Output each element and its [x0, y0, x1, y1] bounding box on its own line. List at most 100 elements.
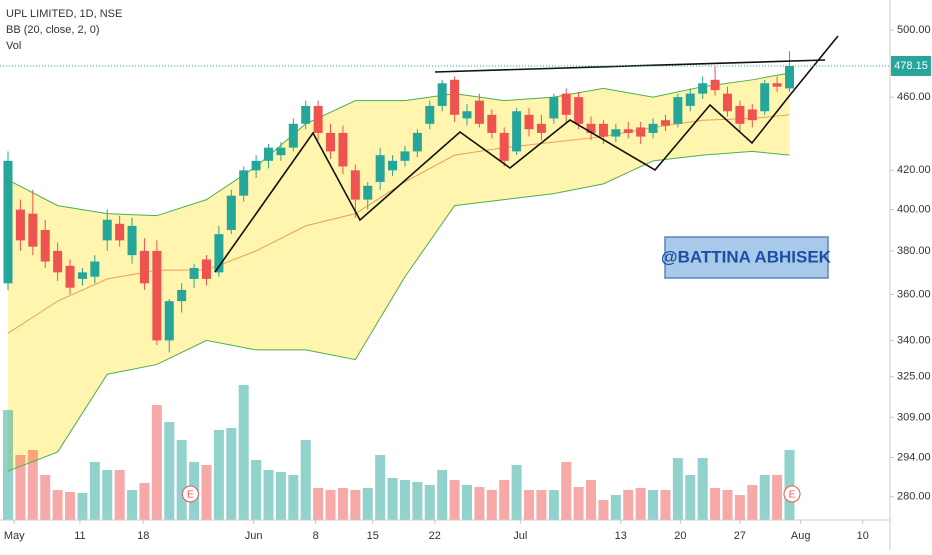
volume-bar: [437, 470, 448, 520]
candle-body: [388, 160, 398, 171]
candle-body: [425, 105, 435, 124]
candle-body: [586, 123, 596, 133]
y-tick-label: 380.00: [897, 245, 931, 257]
volume-label: Vol: [6, 40, 21, 52]
volume-bar: [784, 450, 795, 520]
volume-bar: [648, 490, 659, 520]
candle-body: [214, 234, 224, 273]
x-tick-label: Aug: [791, 530, 811, 542]
volume-bar: [399, 480, 410, 520]
candle-body: [561, 93, 571, 115]
candle-body: [90, 261, 100, 277]
y-tick-label: 325.00: [897, 371, 931, 383]
indicator-label: BB (20, close, 2, 0): [6, 24, 100, 36]
volume-bar: [40, 475, 51, 520]
candle-body: [512, 111, 522, 152]
candle-body: [462, 111, 472, 119]
x-tick-label: 11: [74, 530, 85, 542]
candle-body: [785, 65, 795, 89]
volume-bar: [573, 487, 584, 520]
y-tick-label: 294.00: [897, 451, 931, 463]
volume-bar: [251, 460, 262, 520]
candle-body: [3, 160, 13, 284]
chart-title: UPL LIMITED, 1D, NSE: [6, 8, 122, 20]
volume-bar: [362, 488, 373, 520]
candle-body: [747, 109, 757, 121]
volume-bar: [300, 440, 311, 520]
axis-layer: 478.15 500.00 460.00 420.00 400.00 380.00 360.…: [0, 24, 931, 542]
volume-bar: [635, 488, 646, 520]
volume-bar: [164, 422, 175, 520]
y-tick-label: 460.00: [897, 91, 931, 103]
volume-bar: [486, 490, 497, 520]
volume-bar: [114, 470, 125, 520]
candle-body: [574, 97, 584, 124]
candle-body: [152, 250, 162, 341]
candle-body: [412, 132, 422, 152]
volume-bar: [275, 472, 286, 520]
volume-bar: [697, 458, 708, 520]
volume-bar: [499, 480, 510, 520]
volume-bar: [536, 490, 547, 520]
volume-bar: [424, 485, 435, 520]
candle-body: [301, 105, 311, 124]
volume-bar: [176, 440, 187, 520]
candle-body: [400, 151, 410, 161]
volume-bar: [449, 480, 460, 520]
volume-bar: [151, 405, 162, 520]
volume-bar: [610, 495, 621, 520]
earnings-label: E: [187, 490, 194, 501]
volume-bar: [561, 462, 572, 520]
earnings-marker: [783, 485, 801, 503]
volume-bar: [201, 465, 212, 520]
x-tick-label: 15: [367, 530, 379, 542]
candle-body: [735, 105, 745, 124]
volume-bar: [598, 500, 609, 520]
candle-body: [115, 223, 125, 241]
volume-bar: [337, 488, 348, 520]
volume-bar: [3, 410, 14, 520]
candle-body: [65, 265, 75, 288]
watermark-box: [664, 236, 829, 279]
candle-body: [710, 79, 720, 91]
candle-body: [487, 114, 497, 133]
y-tick-label: 340.00: [897, 334, 931, 346]
x-tick-label: Jun: [245, 530, 263, 542]
candle-body: [673, 97, 683, 124]
band-upper: [7, 72, 790, 217]
candle-body: [660, 120, 670, 126]
y-tick-label: 309.00: [897, 411, 931, 423]
volume-bar: [474, 487, 485, 520]
x-tick-label: 22: [429, 530, 441, 542]
volume-bar: [734, 495, 745, 520]
candle-body: [375, 155, 385, 182]
volume-bar: [722, 490, 733, 520]
volume-bar: [623, 490, 634, 520]
candle-body: [251, 160, 261, 171]
candle-body: [177, 289, 187, 302]
y-tick-label: 420.00: [897, 164, 931, 176]
candle-body: [276, 147, 286, 156]
y-tick-label: 500.00: [897, 24, 931, 36]
candle-body: [326, 132, 336, 152]
candle-body: [598, 123, 608, 137]
x-tick-label: 13: [615, 530, 627, 542]
candle-body: [288, 123, 298, 148]
volume-bar: [685, 475, 696, 520]
band-lower: [7, 150, 790, 472]
volume-bar: [375, 455, 386, 520]
x-tick-label: 10: [857, 530, 869, 542]
volume-bar: [511, 465, 522, 520]
volume-bar: [524, 490, 535, 520]
earnings-marker: [181, 485, 199, 503]
candle-body: [524, 114, 534, 130]
x-tick-label: 20: [674, 530, 686, 542]
x-tick-label: 27: [734, 530, 746, 542]
volume-bar: [759, 475, 770, 520]
candle-body: [685, 93, 695, 106]
candle-body: [201, 259, 211, 279]
candle-body: [139, 250, 149, 284]
x-tick-label: May: [4, 530, 25, 542]
volume-bar: [412, 482, 423, 520]
